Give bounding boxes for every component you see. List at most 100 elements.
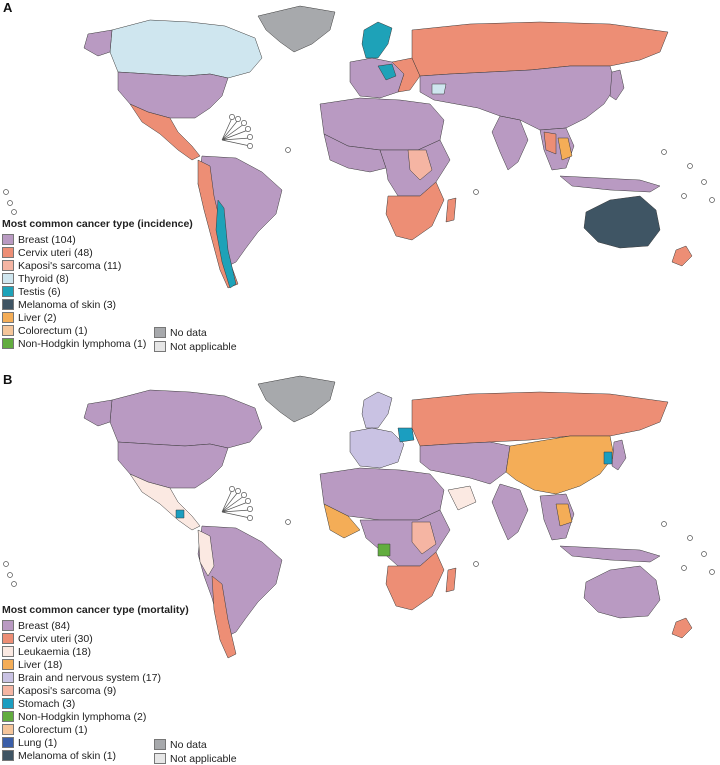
legend-swatch: [2, 234, 14, 245]
australia: [583, 565, 661, 619]
legend-label: Breast (104): [18, 233, 76, 246]
legend-item: Non-Hodgkin lymphoma (1): [2, 337, 193, 350]
legend-label: Colorectum (1): [18, 723, 88, 736]
madagascar: [445, 567, 457, 593]
central-asia: [419, 441, 511, 485]
legend-label: Leukaemia (18): [18, 645, 91, 658]
legend-label: No data: [170, 738, 207, 751]
legend-label: Melanoma of skin (1): [18, 749, 117, 762]
world-map-incidence: [3, 5, 715, 289]
legend-swatch: [2, 299, 14, 310]
mexico-central-america: [129, 103, 201, 161]
korea-stomach: [603, 451, 613, 465]
legend-label: Stomach (3): [18, 697, 76, 710]
legend-label: Not applicable: [170, 752, 237, 765]
legend-item: Melanoma of skin (3): [2, 298, 193, 311]
legend-item: Testis (6): [2, 285, 193, 298]
caribbean-callout-lines: [221, 489, 251, 519]
legend-item: Thyroid (8): [2, 272, 193, 285]
myanmar-cervix: [543, 131, 557, 155]
legend-item: Kaposi's sarcoma (11): [2, 259, 193, 272]
australia: [583, 195, 661, 249]
congo-nhl: [377, 543, 391, 557]
southern-cone-cervix: [211, 575, 237, 659]
china-liver: [505, 435, 615, 495]
indonesia: [559, 175, 661, 193]
legend-title: Most common cancer type (mortality): [2, 604, 189, 616]
legend-item: Brain and nervous system (17): [2, 671, 189, 684]
legend-swatch: [154, 327, 166, 338]
legend-label: No data: [170, 326, 207, 339]
greenland: [257, 375, 336, 423]
india: [491, 483, 529, 541]
western-europe: [349, 427, 405, 469]
legend-label: Lung (1): [18, 736, 58, 749]
legend-swatch: [2, 338, 14, 349]
legend-label: Non-Hodgkin lymphoma (2): [18, 710, 147, 723]
legend-label: Melanoma of skin (3): [18, 298, 117, 311]
legend-label: Colorectum (1): [18, 324, 88, 337]
belarus-stomach: [397, 427, 415, 443]
legend-incidence: Most common cancer type (incidence) Brea…: [2, 218, 193, 350]
southern-africa: [385, 551, 445, 611]
new-zealand: [671, 245, 693, 267]
legend-label: Kaposi's sarcoma (11): [18, 259, 122, 272]
legend-item: Melanoma of skin (1): [2, 749, 189, 762]
legend-title: Most common cancer type (incidence): [2, 218, 193, 230]
legend-label: Non-Hodgkin lymphoma (1): [18, 337, 147, 350]
world-map-mortality: [3, 375, 715, 659]
legend-item: Non-Hodgkin lymphoma (2): [2, 710, 189, 723]
canada: [109, 389, 263, 449]
legend-label: Breast (84): [18, 619, 70, 632]
central-europe-testis: [377, 63, 397, 81]
alaska: [83, 29, 113, 57]
legend-extra-item: Not applicable: [154, 752, 237, 765]
legend-swatch: [2, 685, 14, 696]
legend-label: Testis (6): [18, 285, 61, 298]
russia: [411, 391, 669, 447]
india: [491, 115, 529, 171]
legend-swatch: [2, 724, 14, 735]
new-zealand: [671, 617, 693, 639]
caspian-thyroid: [431, 83, 447, 95]
legend-extra-item: Not applicable: [154, 340, 237, 353]
legend-item: Breast (104): [2, 233, 193, 246]
legend-label: Brain and nervous system (17): [18, 671, 161, 684]
legend-item: Leukaemia (18): [2, 645, 189, 658]
legend-swatch: [2, 312, 14, 323]
arabia-leukaemia: [447, 485, 477, 511]
panel-letter: B: [3, 372, 13, 387]
legend-swatch: [154, 739, 166, 750]
legend-item: Cervix uteri (48): [2, 246, 193, 259]
west-africa: [323, 133, 387, 173]
legend-swatch: [2, 646, 14, 657]
legend-swatch: [2, 698, 14, 709]
legend-mortality: Most common cancer type (mortality) Brea…: [2, 604, 189, 762]
japan: [611, 439, 627, 471]
legend-swatch: [2, 273, 14, 284]
legend-item: Colorectum (1): [2, 723, 189, 736]
legend-swatch: [2, 620, 14, 631]
east-africa-kaposi: [407, 149, 433, 181]
japan: [609, 69, 625, 101]
legend-item: Cervix uteri (30): [2, 632, 189, 645]
alaska: [83, 399, 113, 427]
legend-swatch: [2, 750, 14, 761]
legend-swatch: [2, 260, 14, 271]
caribbean-callout-lines: [221, 117, 251, 147]
legend-label: Not applicable: [170, 340, 237, 353]
legend-swatch: [2, 672, 14, 683]
legend-swatch: [2, 659, 14, 670]
panel-b-mortality-map: B: [0, 372, 720, 765]
legend-swatch: [2, 325, 14, 336]
legend-swatch: [2, 247, 14, 258]
legend-label: Liver (18): [18, 658, 63, 671]
scandinavia: [361, 391, 393, 429]
legend-item: Lung (1): [2, 736, 189, 749]
scandinavia: [361, 21, 393, 59]
legend-item: Liver (2): [2, 311, 193, 324]
legend-item: Breast (84): [2, 619, 189, 632]
thailand-liver: [557, 137, 573, 161]
indonesia: [559, 545, 661, 563]
legend-item: Colorectum (1): [2, 324, 193, 337]
